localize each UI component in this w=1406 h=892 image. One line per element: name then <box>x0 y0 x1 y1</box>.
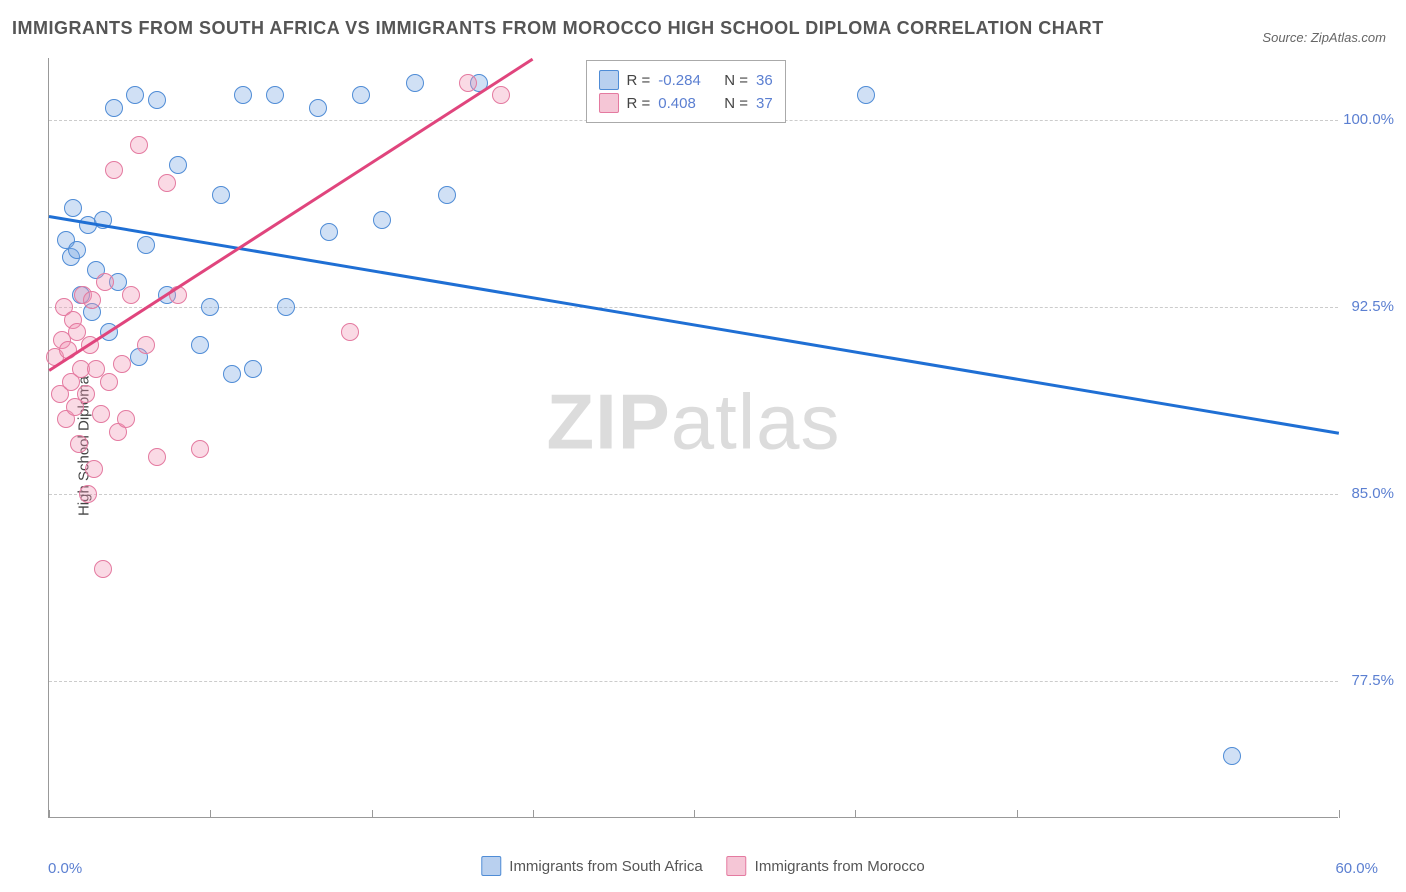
x-tick <box>855 810 856 818</box>
data-point-morocco <box>105 161 123 179</box>
data-point-morocco <box>100 373 118 391</box>
data-point-morocco <box>113 355 131 373</box>
legend-n-value: 36 <box>756 72 773 89</box>
data-point-south_africa <box>148 91 166 109</box>
data-point-morocco <box>148 448 166 466</box>
legend-swatch <box>727 856 747 876</box>
data-point-south_africa <box>266 86 284 104</box>
legend-series-label: Immigrants from South Africa <box>509 858 702 875</box>
data-point-morocco <box>70 435 88 453</box>
source-attribution: Source: ZipAtlas.com <box>1262 30 1386 45</box>
data-point-south_africa <box>169 156 187 174</box>
data-point-morocco <box>83 291 101 309</box>
legend-series-label: Immigrants from Morocco <box>755 858 925 875</box>
legend-bottom: Immigrants from South Africa Immigrants f… <box>481 856 924 876</box>
data-point-morocco <box>94 560 112 578</box>
data-point-south_africa <box>191 336 209 354</box>
y-tick-label: 100.0% <box>1343 111 1394 128</box>
data-point-south_africa <box>438 186 456 204</box>
data-point-south_africa <box>244 360 262 378</box>
y-tick-label: 85.0% <box>1351 485 1394 502</box>
grid-line <box>49 494 1338 495</box>
data-point-south_africa <box>234 86 252 104</box>
x-axis-min-label: 0.0% <box>48 860 82 877</box>
data-point-morocco <box>341 323 359 341</box>
data-point-south_africa <box>223 365 241 383</box>
legend-row-morocco: R = 0.408 N = 37 <box>599 93 773 113</box>
correlation-legend: R = -0.284 N = 36 R = 0.408 N = 37 <box>586 60 786 123</box>
x-tick <box>372 810 373 818</box>
data-point-morocco <box>92 405 110 423</box>
data-point-south_africa <box>352 86 370 104</box>
data-point-south_africa <box>857 86 875 104</box>
x-tick <box>694 810 695 818</box>
legend-r-value: 0.408 <box>658 95 716 112</box>
data-point-morocco <box>130 136 148 154</box>
data-point-south_africa <box>277 298 295 316</box>
legend-item-morocco: Immigrants from Morocco <box>727 856 925 876</box>
data-point-south_africa <box>373 211 391 229</box>
data-point-south_africa <box>309 99 327 117</box>
trend-line-south_africa <box>49 215 1339 434</box>
legend-n-label: N = <box>724 72 748 89</box>
legend-swatch <box>599 93 619 113</box>
y-tick-label: 92.5% <box>1351 298 1394 315</box>
x-tick <box>49 810 50 818</box>
watermark: ZIPatlas <box>546 377 840 468</box>
legend-swatch <box>481 856 501 876</box>
legend-r-label: R = <box>627 95 651 112</box>
data-point-morocco <box>85 460 103 478</box>
data-point-morocco <box>122 286 140 304</box>
data-point-morocco <box>191 440 209 458</box>
data-point-morocco <box>492 86 510 104</box>
legend-n-label: N = <box>724 95 748 112</box>
y-tick-label: 77.5% <box>1351 672 1394 689</box>
x-axis-max-label: 60.0% <box>1335 860 1378 877</box>
legend-swatch <box>599 70 619 90</box>
data-point-morocco <box>137 336 155 354</box>
plot-area: ZIPatlas <box>48 58 1338 818</box>
data-point-south_africa <box>137 236 155 254</box>
legend-r-value: -0.284 <box>658 72 716 89</box>
data-point-south_africa <box>212 186 230 204</box>
watermark-bold: ZIP <box>546 378 670 466</box>
data-point-south_africa <box>320 223 338 241</box>
data-point-morocco <box>117 410 135 428</box>
data-point-south_africa <box>68 241 86 259</box>
source-value: ZipAtlas.com <box>1311 30 1386 45</box>
data-point-south_africa <box>126 86 144 104</box>
data-point-south_africa <box>1223 747 1241 765</box>
x-tick <box>1017 810 1018 818</box>
watermark-light: atlas <box>671 378 841 466</box>
data-point-south_africa <box>64 199 82 217</box>
x-tick <box>1339 810 1340 818</box>
data-point-morocco <box>79 485 97 503</box>
data-point-morocco <box>77 385 95 403</box>
x-tick <box>533 810 534 818</box>
chart-title: IMMIGRANTS FROM SOUTH AFRICA VS IMMIGRAN… <box>12 18 1104 39</box>
source-label: Source: <box>1262 30 1307 45</box>
grid-line <box>49 307 1338 308</box>
data-point-morocco <box>158 174 176 192</box>
legend-item-south_africa: Immigrants from South Africa <box>481 856 702 876</box>
x-tick <box>210 810 211 818</box>
grid-line <box>49 681 1338 682</box>
data-point-south_africa <box>105 99 123 117</box>
legend-row-south_africa: R = -0.284 N = 36 <box>599 70 773 90</box>
data-point-south_africa <box>406 74 424 92</box>
data-point-morocco <box>96 273 114 291</box>
data-point-morocco <box>459 74 477 92</box>
legend-r-label: R = <box>627 72 651 89</box>
data-point-south_africa <box>201 298 219 316</box>
legend-n-value: 37 <box>756 95 773 112</box>
